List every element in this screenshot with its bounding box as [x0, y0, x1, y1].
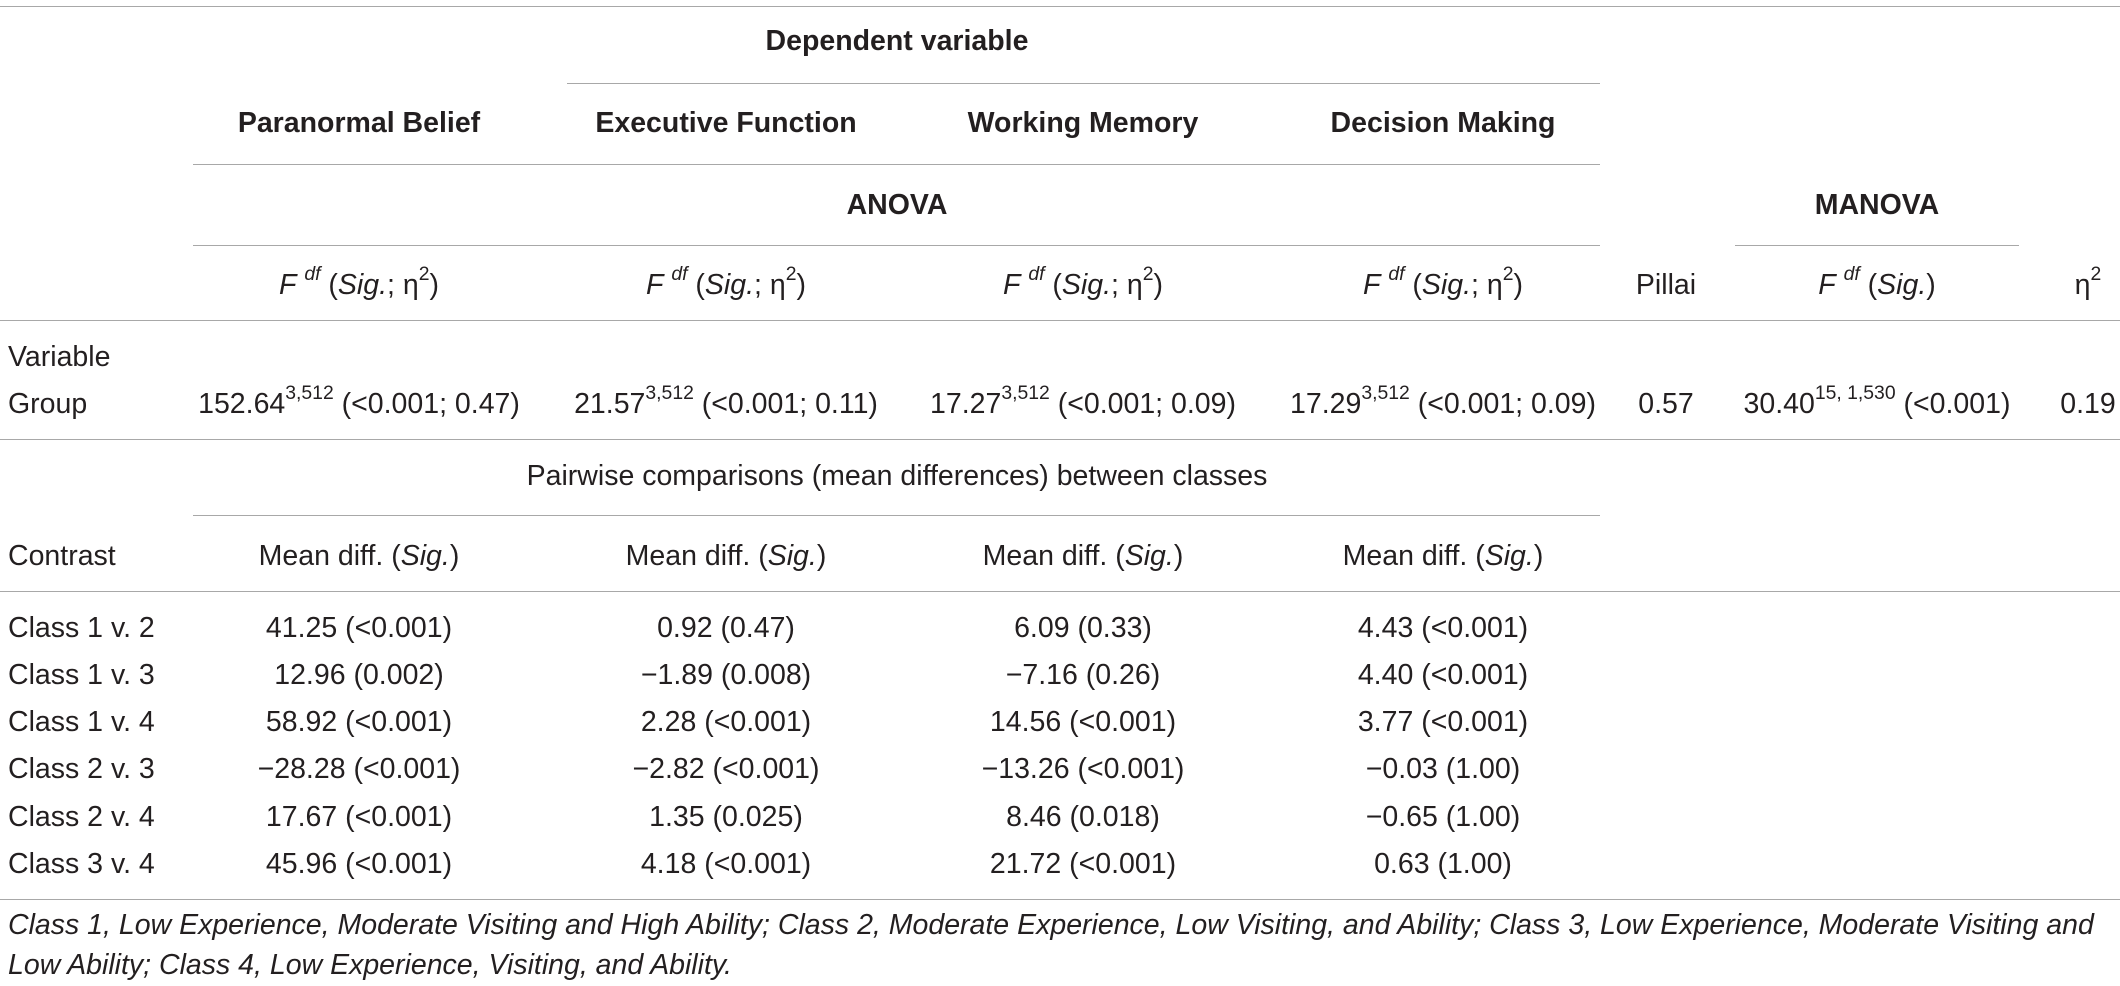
- stat-label-manova: F df (Sig.): [1818, 262, 1936, 301]
- pairwise-title: Pairwise comparisons (mean differences) …: [526, 460, 1268, 492]
- contrast-label: Contrast: [8, 540, 116, 572]
- working-memory-cell: 8.46 (0.018): [1006, 801, 1160, 833]
- stat-label-working-memory: F df (Sig.; η2): [1002, 262, 1164, 301]
- decision-cell: 4.43 (<0.001): [1357, 612, 1529, 644]
- mean-diff-label-executive: Mean diff. (Sig.): [625, 540, 827, 572]
- decision-cell: −0.65 (1.00): [1365, 801, 1521, 833]
- manova-rule: [1735, 245, 2019, 246]
- paranormal-cell: 58.92 (<0.001): [265, 706, 453, 738]
- working-memory-cell: −13.26 (<0.001): [981, 753, 1185, 785]
- manova-eta-value: 0.19: [2060, 388, 2116, 420]
- decision-cell: 3.77 (<0.001): [1357, 706, 1529, 738]
- table-row: Class 2 v. 3 −28.28 (<0.001) −2.82 (<0.0…: [0, 752, 2120, 799]
- paranormal-cell: 41.25 (<0.001): [265, 612, 453, 644]
- group-bottom-rule: [0, 439, 2120, 440]
- executive-cell: 4.18 (<0.001): [640, 848, 812, 880]
- mean-diff-label-working-memory: Mean diff. (Sig.): [982, 540, 1184, 572]
- stat-label-executive: F df (Sig.; η2): [645, 262, 807, 301]
- pairwise-title-rule: [193, 515, 1600, 516]
- contrast-cell: Class 1 v. 2: [8, 612, 155, 644]
- top-rule: [0, 6, 2120, 7]
- col-executive-function: Executive Function: [595, 107, 857, 139]
- eta-label: η2: [2074, 262, 2102, 301]
- contrast-cell: Class 2 v. 4: [8, 801, 155, 833]
- manova-f-value: 30.4015, 1,530 (<0.001): [1743, 381, 2011, 420]
- table-row: Class 1 v. 4 58.92 (<0.001) 2.28 (<0.001…: [0, 705, 2120, 752]
- paranormal-cell: 17.67 (<0.001): [265, 801, 453, 833]
- col-decision-making: Decision Making: [1330, 107, 1556, 139]
- dependent-variable-rule: [567, 83, 1600, 84]
- anova-heading: ANOVA: [846, 189, 948, 221]
- contrast-cell: Class 2 v. 3: [8, 753, 155, 785]
- working-memory-cell: 14.56 (<0.001): [989, 706, 1177, 738]
- columns-rule: [193, 164, 1600, 165]
- table-footnote: Class 1, Low Experience, Moderate Visiti…: [8, 909, 2094, 981]
- contrast-cell: Class 1 v. 4: [8, 706, 155, 738]
- executive-cell: 0.92 (0.47): [657, 612, 795, 644]
- anova-rule: [193, 245, 1600, 246]
- table-row: Class 1 v. 3 12.96 (0.002) −1.89 (0.008)…: [0, 658, 2120, 705]
- stat-label-decision: F df (Sig.; η2): [1362, 262, 1524, 301]
- pillai-label: Pillai: [1635, 269, 1697, 301]
- stat-label-paranormal: F df (Sig.; η2): [278, 262, 440, 301]
- executive-cell: −2.82 (<0.001): [632, 753, 820, 785]
- working-memory-cell: 6.09 (0.33): [1014, 612, 1152, 644]
- paranormal-cell: 12.96 (0.002): [274, 659, 444, 691]
- mean-diff-label-paranormal: Mean diff. (Sig.): [258, 540, 460, 572]
- table-row: Class 3 v. 4 45.96 (<0.001) 4.18 (<0.001…: [0, 847, 2120, 894]
- manova-heading: MANOVA: [1814, 189, 1940, 221]
- col-paranormal-belief: Paranormal Belief: [237, 107, 481, 139]
- col-working-memory: Working Memory: [967, 107, 1199, 139]
- contrast-cell: Class 1 v. 3: [8, 659, 155, 691]
- group-executive-value: 21.573,512 (<0.001; 0.11): [574, 381, 878, 420]
- executive-cell: 2.28 (<0.001): [640, 706, 812, 738]
- decision-cell: 4.40 (<0.001): [1357, 659, 1529, 691]
- paranormal-cell: 45.96 (<0.001): [265, 848, 453, 880]
- dependent-variable-heading: Dependent variable: [765, 25, 1029, 57]
- working-memory-cell: −7.16 (0.26): [1005, 659, 1161, 691]
- table-row: Class 1 v. 2 41.25 (<0.001) 0.92 (0.47) …: [0, 611, 2120, 658]
- bottom-rule: [0, 899, 2120, 900]
- paranormal-cell: −28.28 (<0.001): [257, 753, 461, 785]
- working-memory-cell: 21.72 (<0.001): [989, 848, 1177, 880]
- group-paranormal-value: 152.643,512 (<0.001; 0.47): [198, 381, 520, 420]
- decision-cell: 0.63 (1.00): [1374, 848, 1512, 880]
- mean-diff-label-decision: Mean diff. (Sig.): [1342, 540, 1544, 572]
- executive-cell: 1.35 (0.025): [649, 801, 803, 833]
- pillai-value: 0.57: [1638, 388, 1694, 420]
- executive-cell: −1.89 (0.008): [640, 659, 812, 691]
- contrast-cell: Class 3 v. 4: [8, 848, 155, 880]
- header-bottom-rule: [0, 320, 2120, 321]
- table-row: Class 2 v. 4 17.67 (<0.001) 1.35 (0.025)…: [0, 800, 2120, 847]
- pairwise-header-rule: [0, 591, 2120, 592]
- group-decision-value: 17.293,512 (<0.001; 0.09): [1290, 381, 1596, 420]
- decision-cell: −0.03 (1.00): [1365, 753, 1521, 785]
- group-working-memory-value: 17.273,512 (<0.001; 0.09): [930, 381, 1236, 420]
- group-label: Group: [8, 388, 88, 420]
- variable-label: Variable: [8, 341, 111, 373]
